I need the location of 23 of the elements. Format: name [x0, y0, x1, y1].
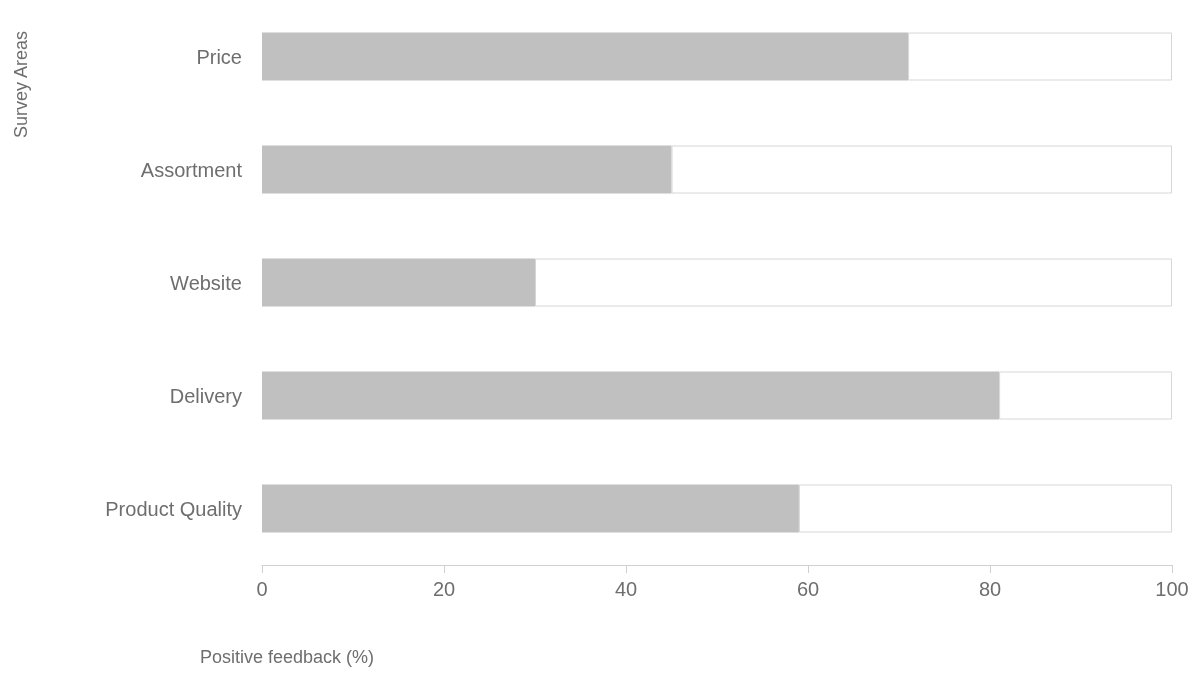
x-tick-label: 20: [432, 578, 456, 600]
bar: [535, 258, 1172, 307]
x-tick-label: 80: [978, 578, 1002, 600]
x-tick-label: 40: [614, 578, 638, 600]
bar: [671, 145, 1172, 194]
bar: [262, 371, 1000, 420]
bar: [262, 145, 672, 194]
y-tick-label: Assortment: [140, 158, 243, 181]
bar: [798, 484, 1172, 533]
bar: [262, 258, 535, 307]
bar: [262, 32, 909, 81]
y-tick-label: Price: [196, 45, 242, 68]
bar: [908, 32, 1172, 81]
bar: [262, 484, 799, 533]
y-tick-label: Website: [170, 271, 242, 294]
y-tick-label: Product Quality: [105, 497, 242, 520]
x-tick-label: 60: [796, 578, 820, 600]
x-tick-label: 0: [256, 578, 268, 600]
x-tick-label: 100: [1155, 578, 1189, 600]
y-axis-title: Survey Areas: [11, 30, 31, 139]
y-tick-label: Delivery: [169, 384, 242, 407]
bar: [999, 371, 1172, 420]
x-axis-title: Positive feedback (%): [200, 647, 375, 667]
